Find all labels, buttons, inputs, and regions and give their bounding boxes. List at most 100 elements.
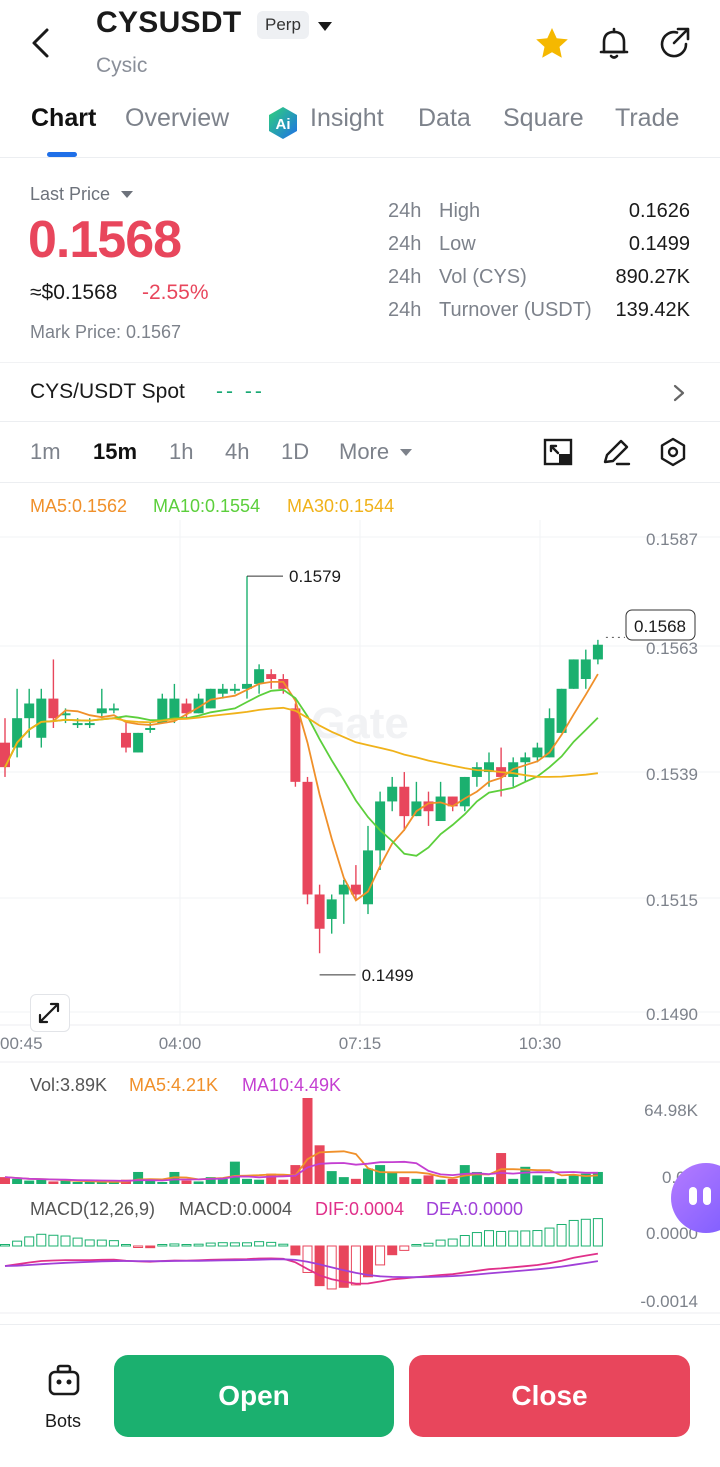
share-icon[interactable] bbox=[655, 24, 695, 64]
volume-bar bbox=[399, 1177, 410, 1184]
candle-body bbox=[12, 718, 23, 748]
tab-trade[interactable]: Trade bbox=[615, 104, 680, 132]
star-icon[interactable] bbox=[532, 24, 572, 64]
candle-body bbox=[387, 786, 398, 802]
candle-body bbox=[0, 742, 10, 768]
candle-body bbox=[24, 703, 35, 719]
active-tab-indicator bbox=[47, 152, 77, 157]
volume-bar bbox=[133, 1171, 144, 1184]
macd-histogram-bar bbox=[12, 1240, 23, 1247]
macd-histogram-bar bbox=[254, 1241, 265, 1247]
expand-chart-button[interactable] bbox=[30, 994, 70, 1032]
tab-data[interactable]: Data bbox=[418, 104, 471, 132]
macd-legend-value: MACD:0.0004 bbox=[179, 1199, 293, 1219]
open-button[interactable]: Open bbox=[114, 1355, 394, 1437]
tab-bar: Chart Overview Ai Insight Data Square Tr… bbox=[0, 96, 720, 158]
stat-prefix: 24h bbox=[388, 233, 422, 255]
volume-legend: Vol:3.89K bbox=[30, 1075, 108, 1095]
volume-bar bbox=[108, 1182, 119, 1184]
timeframe-1m[interactable]: 1m bbox=[30, 439, 61, 464]
volume-bar bbox=[302, 1098, 313, 1184]
spot-link-row[interactable]: CYS/USDT Spot -- -- bbox=[0, 362, 720, 422]
stat-label: Low bbox=[439, 233, 476, 255]
price-tick-label: 0.1515 bbox=[646, 891, 698, 910]
more-caret-icon[interactable] bbox=[400, 449, 412, 456]
candle-body bbox=[544, 718, 555, 758]
tab-square[interactable]: Square bbox=[503, 104, 584, 132]
macd-histogram-bar bbox=[60, 1235, 71, 1247]
candle-body bbox=[205, 688, 216, 709]
volume-tick-label: 64.98K bbox=[644, 1101, 699, 1120]
draw-pencil-icon[interactable] bbox=[599, 435, 633, 469]
volume-bar bbox=[36, 1179, 47, 1184]
volume-bar bbox=[266, 1173, 277, 1184]
price-tick-label: 0.1563 bbox=[646, 639, 698, 658]
macd-dea-legend: DEA:0.0000 bbox=[426, 1199, 524, 1219]
macd-histogram-bar bbox=[484, 1230, 494, 1247]
macd-histogram-bar bbox=[496, 1230, 507, 1247]
tab-chart[interactable]: Chart bbox=[31, 104, 97, 132]
candle-body bbox=[60, 713, 71, 716]
candle-body bbox=[217, 688, 228, 694]
timeframe-1d[interactable]: 1D bbox=[281, 439, 310, 464]
volume-bar bbox=[84, 1182, 95, 1184]
volume-bar bbox=[484, 1177, 494, 1184]
ma30-legend: MA30:0.1544 bbox=[287, 496, 395, 516]
volume-bar bbox=[242, 1178, 252, 1184]
stat-label: High bbox=[439, 200, 481, 222]
stat-prefix: 24h bbox=[388, 266, 422, 288]
volume-bar bbox=[193, 1181, 204, 1184]
candle-body bbox=[48, 698, 59, 719]
assistant-bubble[interactable] bbox=[671, 1163, 720, 1233]
ai-insight-icon: Ai bbox=[269, 107, 297, 139]
timeframe-4h[interactable]: 4h bbox=[225, 439, 250, 464]
pair-dropdown-caret-icon[interactable] bbox=[318, 22, 332, 31]
macd-histogram-bar bbox=[36, 1233, 47, 1247]
volume-bar bbox=[0, 1177, 10, 1184]
volume-bar bbox=[338, 1177, 349, 1184]
bots-icon[interactable] bbox=[46, 1363, 82, 1399]
close-button[interactable]: Close bbox=[409, 1355, 690, 1437]
macd-histogram-bar bbox=[375, 1245, 386, 1266]
timeframe-bar: 1m 15m 1h 4h 1D More bbox=[0, 423, 720, 483]
last-price-caret-icon[interactable] bbox=[121, 191, 133, 198]
candlestick-chart[interactable]: Gate 0.1587 0.1563 0.1539 0.1515 0.1490 00:45 0… bbox=[0, 520, 720, 1315]
bots-label[interactable]: Bots bbox=[45, 1411, 82, 1431]
candle-body bbox=[36, 698, 47, 738]
tab-insight[interactable]: Insight bbox=[310, 104, 384, 132]
volume-bar bbox=[326, 1171, 337, 1184]
ma30-line bbox=[4, 706, 599, 778]
candle-body bbox=[592, 644, 603, 660]
price-tick-label: 0.1587 bbox=[646, 530, 698, 549]
volume-ma5-line bbox=[4, 1150, 598, 1183]
volume-bar bbox=[217, 1178, 228, 1184]
macd-histogram-bar bbox=[387, 1245, 398, 1256]
macd-tick-label: 0.0000 bbox=[646, 1224, 698, 1243]
bell-icon[interactable] bbox=[594, 24, 634, 64]
macd-dif-line bbox=[4, 1252, 599, 1285]
timeframe-more[interactable]: More bbox=[339, 439, 390, 464]
stat-24h-turnover: 24h Turnover (USDT) 139.42K bbox=[388, 299, 690, 325]
candle-body bbox=[181, 703, 192, 714]
settings-hexagon-icon[interactable] bbox=[656, 435, 690, 469]
tab-overview[interactable]: Overview bbox=[125, 104, 230, 132]
candle-body bbox=[423, 801, 434, 812]
volume-bar bbox=[278, 1179, 289, 1184]
macd-histogram-bar bbox=[242, 1242, 252, 1247]
volume-bar bbox=[145, 1180, 156, 1184]
volume-bar bbox=[12, 1178, 23, 1184]
volume-bar bbox=[423, 1175, 434, 1184]
landscape-icon[interactable] bbox=[541, 435, 575, 469]
timeframe-15m[interactable]: 15m bbox=[93, 439, 138, 464]
candle-body bbox=[532, 747, 543, 758]
last-price-label[interactable]: Last Price bbox=[30, 184, 111, 204]
price-change-percent: -2.55% bbox=[142, 281, 209, 304]
timeframe-1h[interactable]: 1h bbox=[169, 439, 194, 464]
candle-body bbox=[302, 781, 313, 895]
back-arrow-icon[interactable] bbox=[22, 22, 62, 62]
pair-title[interactable]: CYSUSDT bbox=[96, 6, 242, 39]
price-tick-label: 0.1539 bbox=[646, 765, 698, 784]
candle-body bbox=[278, 679, 289, 689]
spot-value: -- -- bbox=[216, 380, 265, 403]
candle-body bbox=[399, 786, 410, 817]
